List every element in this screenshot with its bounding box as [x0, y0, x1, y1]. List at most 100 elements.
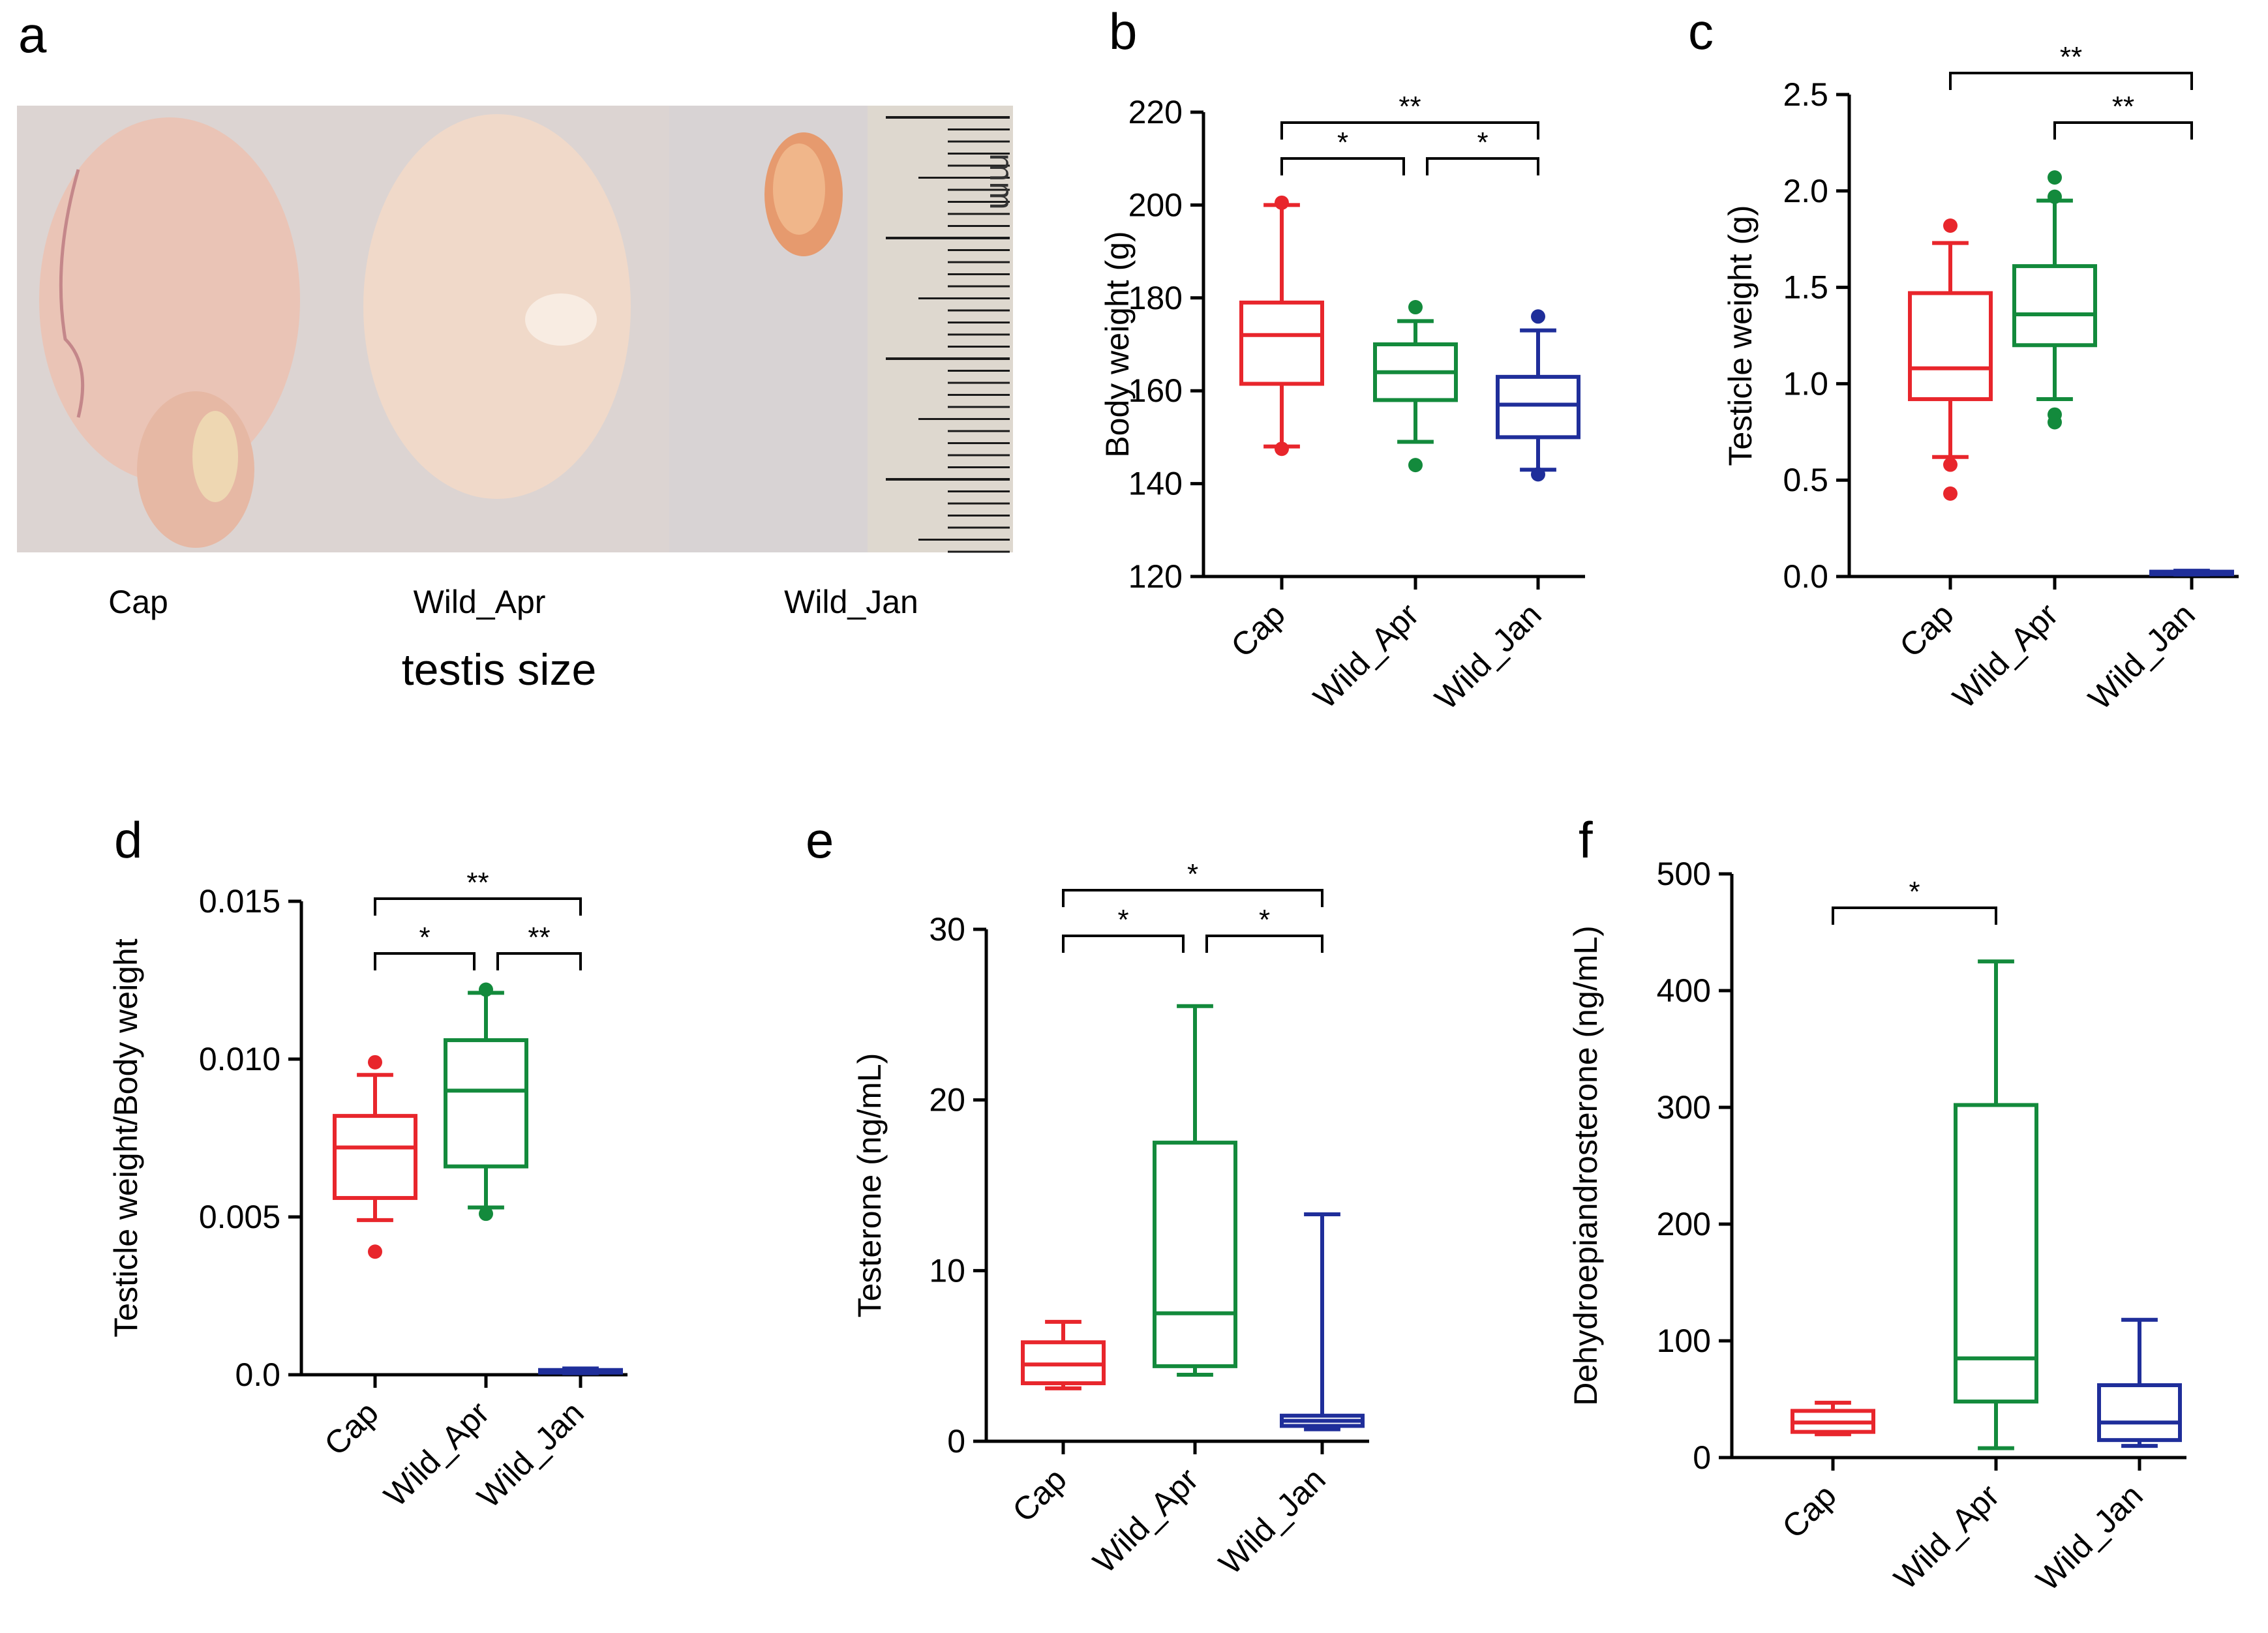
significance-label: **: [2112, 91, 2134, 123]
y-tick-label: 30: [929, 911, 965, 948]
y-tick-label: 0.005: [199, 1199, 280, 1235]
box-wild-jan: [2097, 1317, 2182, 1448]
significance-bracket: *: [1062, 858, 1323, 907]
significance-bracket: **: [496, 921, 582, 970]
outlier-point: [1943, 218, 1958, 233]
box-cap: [1021, 1319, 1106, 1390]
y-tick-label: 100: [1657, 1323, 1711, 1359]
ruler: mm: [868, 106, 1020, 553]
box-wild-apr: [1373, 300, 1458, 473]
panel-letter-a: a: [18, 6, 47, 63]
box-wild-jan: [2149, 569, 2234, 577]
bracket-line: [1062, 889, 1323, 907]
box-iqr: [1908, 291, 1993, 402]
outlier-point: [479, 1206, 493, 1221]
significance-bracket: *: [1832, 876, 1997, 925]
y-axis-label: Testicle weight (g): [1722, 205, 1759, 466]
significance-label: *: [1259, 904, 1270, 936]
bracket-line: [1280, 121, 1539, 140]
box-iqr: [1153, 1141, 1237, 1368]
outlier-point: [1943, 457, 1958, 472]
x-tick-label: Wild_Jan: [2081, 596, 2202, 717]
outlier-point: [1943, 486, 1958, 501]
outlier-point: [479, 982, 493, 997]
bracket-line: [2053, 121, 2193, 140]
x-tick-label: Wild_Apr: [1086, 1461, 1205, 1580]
y-tick-label: 10: [929, 1252, 965, 1289]
panel-a: a mm Cap Wild_Apr Wild_Jan tes: [17, 6, 1020, 695]
panel-c: c 0.0 0.5 1.0 1.5 2.0 2.5 Testicle weight (g) Ca…: [1688, 3, 2239, 717]
significance-bracket: *: [1426, 127, 1539, 175]
y-tick-label: 0: [1693, 1439, 1711, 1476]
significance-bracket: *: [1280, 127, 1405, 175]
y-tick-label: 2.0: [1783, 173, 1828, 209]
x-tick-label: Wild_Apr: [1946, 596, 2065, 715]
outlier-point: [2048, 189, 2062, 204]
x-tick-label: Wild_Jan: [1428, 596, 1549, 717]
photo-caption: testis size: [402, 645, 597, 695]
y-tick-label: 0.5: [1783, 462, 1828, 498]
significance-label: *: [1117, 904, 1128, 936]
significance-bracket: **: [1949, 41, 2193, 90]
y-tick-label: 400: [1657, 972, 1711, 1009]
x-tick-label: Cap: [317, 1394, 385, 1462]
significance-bracket: *: [1062, 904, 1185, 953]
y-tick-label: 0.010: [199, 1041, 280, 1077]
y-axis-label: Testerone (ng/mL): [851, 1053, 888, 1318]
wild-apr-testis-image: [363, 114, 631, 499]
x-tick-label: Cap: [1005, 1461, 1073, 1529]
y-tick-label: 200: [1128, 187, 1183, 223]
panel-f: f 0 100 200 300 400 500 Dehydroepiandrosterone …: [1567, 811, 2186, 1598]
bracket-line: [1205, 935, 1323, 953]
significance-label: *: [1477, 127, 1488, 158]
bracket-line: [1832, 906, 1997, 925]
y-tick-label: 1.5: [1783, 269, 1828, 306]
outlier-point: [2048, 407, 2062, 422]
y-tick-label: 1.0: [1783, 365, 1828, 402]
y-tick-label: 0: [947, 1423, 965, 1460]
significance-label: *: [1337, 127, 1348, 158]
bracket-line: [1949, 72, 2193, 90]
y-tick-label: 160: [1128, 372, 1183, 409]
box-wild-jan: [538, 1366, 623, 1375]
bracket-line: [496, 952, 582, 970]
box-iqr: [2012, 264, 2097, 348]
y-tick-label: 220: [1128, 94, 1183, 130]
x-tick-label: Cap: [1775, 1477, 1843, 1545]
panel-letter-b: b: [1109, 3, 1137, 60]
y-axis-label: Dehydroepiandrosterone (ng/mL): [1567, 925, 1604, 1406]
outlier-point: [368, 1055, 382, 1070]
wild-jan-testis-image: [764, 132, 843, 256]
photo-label-wild-jan: Wild_Jan: [784, 584, 918, 620]
y-tick-label: 300: [1657, 1089, 1711, 1126]
significance-bracket: **: [374, 867, 582, 916]
box-cap: [1239, 195, 1324, 457]
significance-bracket: *: [374, 921, 476, 970]
x-tick-label: Wild_Apr: [1307, 596, 1426, 715]
y-tick-label: 0.0: [1783, 558, 1828, 595]
significance-label: **: [528, 921, 550, 953]
ruler-unit: mm: [982, 153, 1020, 210]
panel-letter-c: c: [1688, 3, 1714, 60]
x-tick-label: Wild_Jan: [1212, 1461, 1333, 1581]
significance-label: **: [1399, 91, 1421, 123]
significance-bracket: *: [1205, 904, 1323, 953]
x-tick-label: Wild_Apr: [1887, 1477, 2006, 1596]
significance-label: *: [1909, 876, 1920, 908]
bracket-line: [1280, 157, 1405, 175]
panel-d: d 0.0 0.005 0.010 0.015 Testicle weight/Body …: [108, 811, 627, 1515]
panel-letter-e: e: [806, 811, 834, 869]
y-tick-label: 180: [1128, 280, 1183, 316]
box-iqr: [1496, 374, 1580, 440]
y-tick-label: 200: [1657, 1206, 1711, 1242]
significance-label: **: [466, 867, 489, 899]
outlier-point: [368, 1244, 382, 1259]
box-iqr: [2097, 1383, 2182, 1443]
outlier-point: [2048, 170, 2062, 185]
y-tick-label: 0.015: [199, 883, 280, 920]
y-tick-label: 0.0: [235, 1356, 280, 1393]
y-tick-label: 2.5: [1783, 76, 1828, 113]
significance-label: *: [419, 921, 430, 953]
